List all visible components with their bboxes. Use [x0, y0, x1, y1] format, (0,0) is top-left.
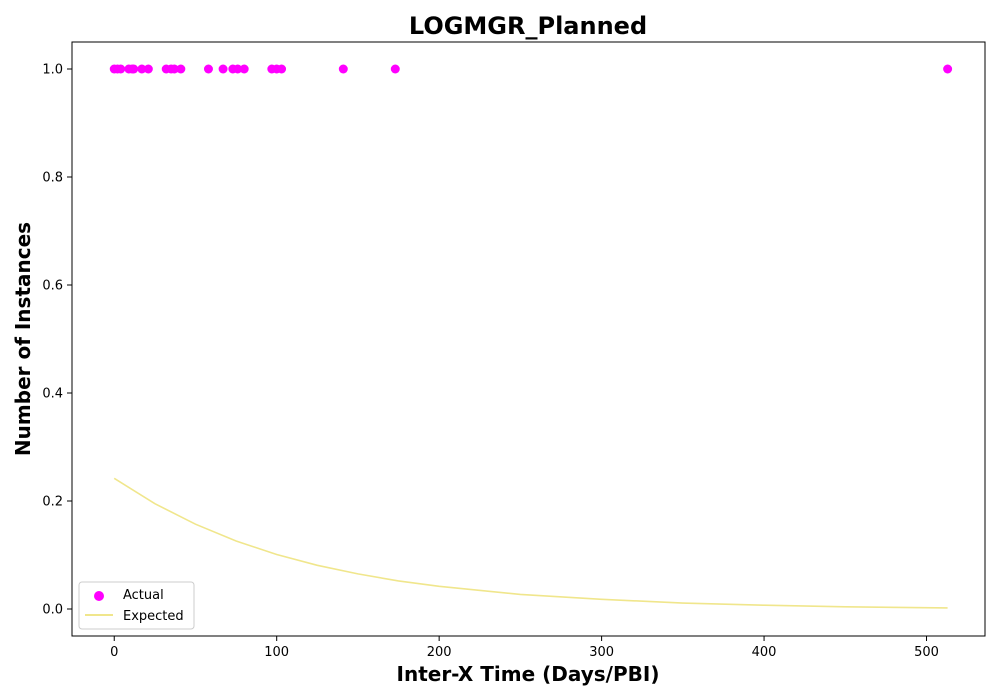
y-tick-label: 0.4: [42, 387, 63, 402]
y-tick-label: 1.0: [42, 63, 63, 78]
actual-point: [116, 64, 126, 74]
x-tick-label: 100: [264, 645, 289, 660]
y-tick-label: 0.0: [42, 603, 63, 618]
chart-title: LOGMGR_Planned: [409, 12, 647, 40]
actual-point: [137, 64, 147, 74]
expected-series: [113, 477, 948, 609]
y-axis-label: Number of Instances: [11, 222, 35, 456]
actual-point: [169, 64, 179, 74]
actual-point: [233, 64, 243, 74]
y-tick-label: 0.8: [42, 171, 63, 186]
actual-point: [129, 64, 139, 74]
expected-line: [113, 477, 948, 609]
actual-point: [143, 64, 153, 74]
actual-point: [203, 64, 213, 74]
legend: Actual Expected: [78, 581, 195, 630]
x-axis-label: Inter-X Time (Days/PBI): [397, 662, 660, 686]
legend-actual-marker: [94, 591, 104, 601]
actual-point: [277, 64, 287, 74]
x-axis: 0 100 200 300 400 500: [110, 636, 939, 660]
y-axis: 0.0 0.2 0.4 0.6 0.8 1.0: [42, 63, 72, 618]
x-tick-label: 400: [752, 645, 777, 660]
legend-expected-label: Expected: [123, 609, 184, 624]
y-tick-label: 0.6: [42, 279, 63, 294]
x-tick-label: 0: [110, 645, 118, 660]
plot-frame: [71, 41, 986, 637]
actual-point: [338, 64, 348, 74]
x-tick-label: 300: [589, 645, 614, 660]
legend-box: [78, 581, 195, 630]
x-tick-label: 500: [914, 645, 939, 660]
plot-area: [72, 42, 985, 636]
actual-point: [239, 64, 249, 74]
actual-point: [176, 64, 186, 74]
actual-series: [109, 64, 953, 74]
actual-point: [943, 64, 953, 74]
actual-point: [390, 64, 400, 74]
y-tick-label: 0.2: [42, 495, 63, 510]
legend-actual-label: Actual: [123, 588, 164, 603]
x-tick-label: 200: [427, 645, 452, 660]
actual-point: [218, 64, 228, 74]
